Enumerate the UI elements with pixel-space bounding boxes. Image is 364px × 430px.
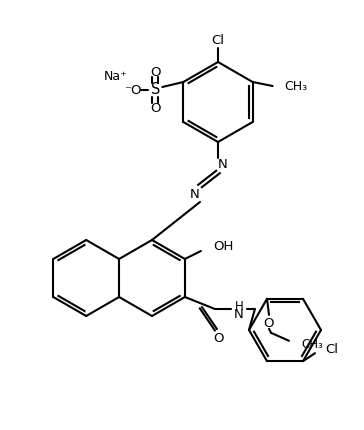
Text: CH₃: CH₃ xyxy=(301,338,323,351)
Text: N: N xyxy=(190,187,200,200)
Text: N: N xyxy=(218,159,228,172)
Text: Cl: Cl xyxy=(211,34,225,46)
Text: Na⁺: Na⁺ xyxy=(103,70,127,83)
Text: H: H xyxy=(234,301,243,313)
Text: O: O xyxy=(214,332,224,345)
Text: CH₃: CH₃ xyxy=(285,80,308,92)
Text: ⁻O: ⁻O xyxy=(124,83,142,96)
Text: Cl: Cl xyxy=(325,343,338,356)
Text: O: O xyxy=(150,101,161,114)
Text: O: O xyxy=(264,317,274,330)
Text: O: O xyxy=(150,65,161,79)
Text: OH: OH xyxy=(213,240,233,254)
Text: N: N xyxy=(234,307,244,320)
Text: S: S xyxy=(151,83,160,98)
